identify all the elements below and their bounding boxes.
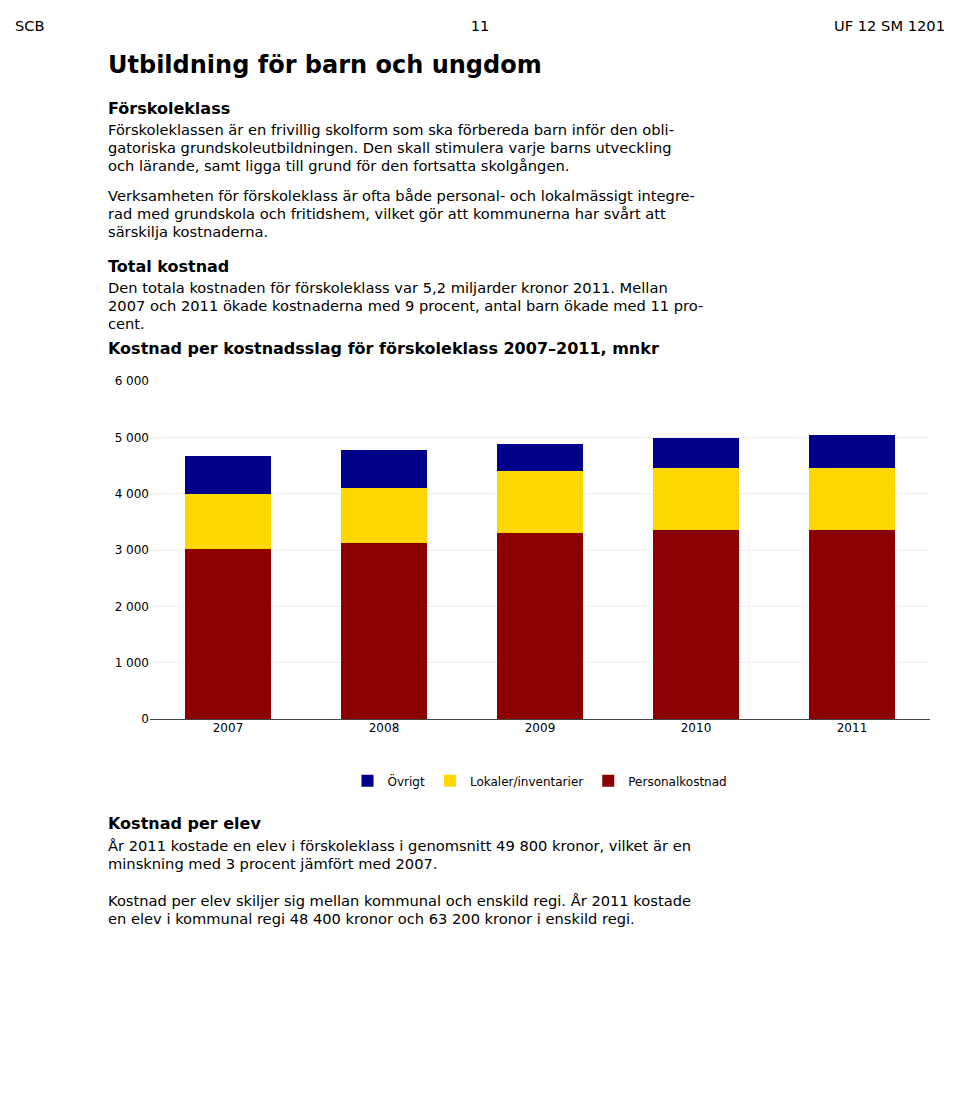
svg-text:Lokaler/inventarier: Lokaler/inventarier [470,775,583,789]
svg-text:Övrigt: Övrigt [388,773,425,789]
svg-text:4 000: 4 000 [115,487,149,501]
html-text:2007 och 2011 ökade kostnadern: 2007 och 2011 ökade kostnaderna med 9 pr… [108,297,704,314]
html-text:UF 12 SM 1201: UF 12 SM 1201 [834,17,945,34]
svg-text:2011: 2011 [837,721,868,735]
html-text:Utbildning för barn och ungdom: Utbildning för barn och ungdom [108,51,542,79]
svg-text:2009: 2009 [525,721,556,735]
html-text:Verksamheten för förskoleklass: Verksamheten för förskoleklass är ofta b… [108,187,695,204]
html-text:särskilja kostnaderna.: särskilja kostnaderna. [108,223,269,240]
html-text:År 2011 kostade en elev i förs: År 2011 kostade en elev i förskoleklass … [108,837,691,854]
svg-text:2 000: 2 000 [115,600,149,614]
svg-text:2010: 2010 [681,721,712,735]
html-text:en elev i kommunal regi 48 400: en elev i kommunal regi 48 400 kronor oc… [108,910,635,927]
svg-text:1 000: 1 000 [115,656,149,670]
svg-text:5 000: 5 000 [115,431,149,445]
html-text:Kostnad per kostnadsslag för f: Kostnad per kostnadsslag för förskolekla… [108,339,659,358]
html-text:cent.: cent. [108,315,145,332]
html-text:gatoriska grundskoleutbildning: gatoriska grundskoleutbildningen. Den sk… [108,139,672,156]
html-text:Förskoleklass: Förskoleklass [108,99,231,118]
html-text:11: 11 [470,17,490,34]
svg-text:0: 0 [141,712,149,726]
html-text:rad med grundskola och fritids: rad med grundskola och fritidshem, vilke… [108,205,666,222]
html-text:minskning med 3 procent jämför: minskning med 3 procent jämfört med 2007… [108,855,438,872]
svg-text:3 000: 3 000 [115,543,149,557]
svg-text:Personalkostnad: Personalkostnad [628,775,726,789]
html-text:och lärande, samt ligga till g: och lärande, samt ligga till grund för d… [108,157,570,174]
html-text:SCB: SCB [15,17,45,34]
svg-text:2007: 2007 [213,721,244,735]
svg-text:2008: 2008 [369,721,400,735]
html-text:Total kostnad: Total kostnad [108,257,230,276]
html-text:Förskoleklassen är en frivilli: Förskoleklassen är en frivillig skolform… [108,121,674,138]
html-text:Kostnad per elev: Kostnad per elev [108,814,261,833]
html-text:Den totala kostnaden för försk: Den totala kostnaden för förskoleklass v… [108,279,668,296]
html-text:Kostnad per elev skiljer sig m: Kostnad per elev skiljer sig mellan komm… [108,892,691,909]
svg-text:6 000: 6 000 [115,374,149,388]
